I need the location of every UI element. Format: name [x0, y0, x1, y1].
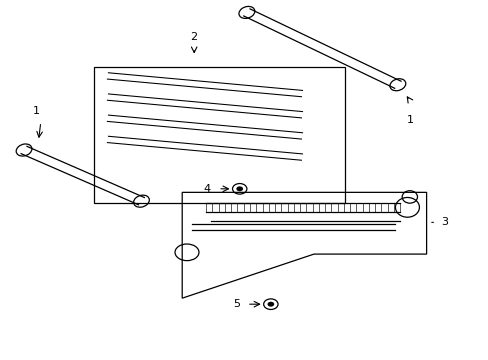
- Text: 2: 2: [190, 32, 197, 42]
- Text: 1: 1: [33, 107, 40, 117]
- Circle shape: [236, 186, 243, 191]
- Text: 4: 4: [203, 184, 210, 194]
- Bar: [93, 67, 345, 203]
- Text: 3: 3: [440, 217, 447, 227]
- Circle shape: [267, 302, 274, 307]
- Text: 1: 1: [406, 115, 412, 125]
- Text: 5: 5: [232, 299, 239, 309]
